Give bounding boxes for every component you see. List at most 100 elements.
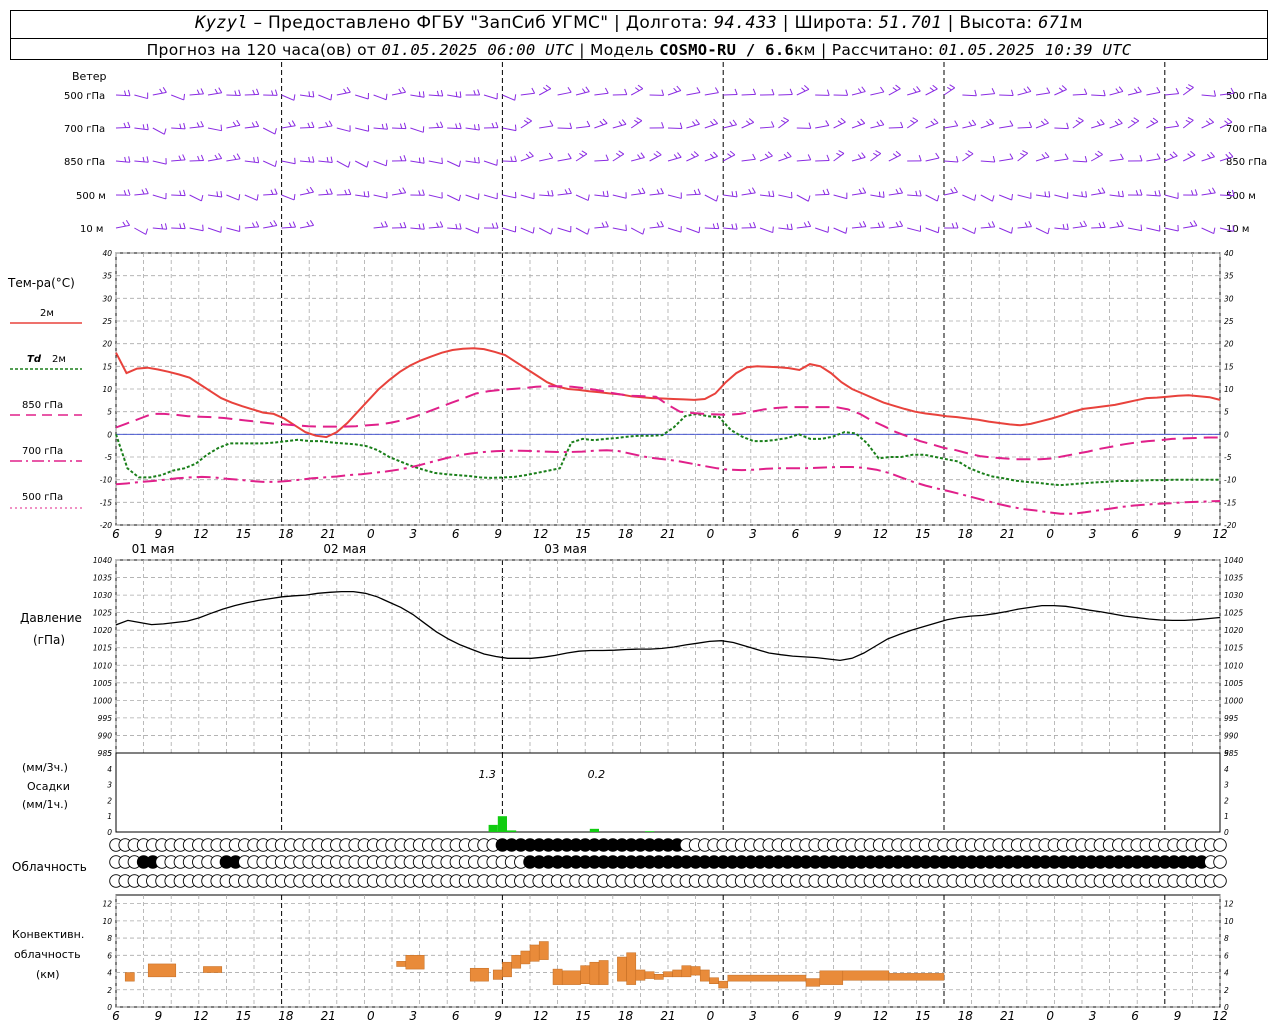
wind-barb-flag — [660, 187, 664, 194]
conv-cloud-bar — [203, 966, 223, 973]
prec-frame — [115, 752, 1221, 833]
wind-barb-flag — [892, 153, 898, 158]
wind-barb-shaft — [667, 194, 682, 199]
wind-barb-flag — [403, 154, 407, 161]
wind-barb-flag — [145, 228, 149, 235]
wind-barb-shaft — [1127, 227, 1142, 232]
wind-barb-flag — [1040, 120, 1046, 125]
wind-barb-shaft — [520, 194, 535, 200]
temp-xtick: 9 — [155, 527, 163, 541]
wind-barb-flag — [311, 121, 315, 128]
wind-barb-shaft — [263, 193, 278, 196]
wind-barb-flag — [1140, 224, 1143, 231]
wind-barb-flag — [1084, 155, 1088, 162]
wind-barb-shaft — [1219, 121, 1233, 129]
wind-barb-flag — [971, 119, 977, 126]
conv-cloud-bar — [644, 971, 655, 979]
wind-barb-flag — [933, 118, 939, 124]
wind-barb-flag — [477, 89, 481, 96]
calc-time: 01.05.2025 10:39 UTC — [938, 41, 1132, 59]
wind-barb-flag — [1075, 119, 1081, 124]
temp-title: Тем-ра(°C) — [7, 276, 75, 290]
wind-barb-flag — [418, 223, 421, 229]
temp-ytick-left: -20 — [100, 521, 112, 530]
wind-barb-shaft — [906, 120, 919, 129]
wind-barb-flag — [179, 223, 182, 229]
wind-barb-flag — [418, 157, 421, 163]
wind-barb-flag — [458, 160, 461, 167]
wind-barb-flag — [293, 94, 296, 101]
wind-barb-shaft — [594, 122, 608, 129]
wind-barb-shaft — [833, 227, 847, 234]
cloud-cover-symbol — [1213, 874, 1227, 888]
wind-barb-flag — [1066, 223, 1069, 230]
wind-barb-flag — [253, 157, 255, 163]
conv-xtick: 9 — [1174, 1009, 1182, 1023]
wind-barb-shaft — [428, 126, 443, 129]
wind-barb-flag — [780, 119, 786, 124]
conv-xtick: 9 — [494, 1009, 502, 1023]
temp-xtick: 6 — [112, 527, 120, 541]
wind-barb-flag — [326, 157, 329, 163]
wind-barb-shaft — [1054, 127, 1069, 130]
wind-level-700hpa-r: 700 гПа — [1226, 124, 1267, 135]
wind-barb-flag — [661, 122, 665, 129]
wind-barb-flag — [441, 157, 443, 164]
wind-barb-shaft — [980, 123, 994, 129]
precip-bar — [497, 816, 507, 832]
wind-label: Ветер — [72, 70, 106, 83]
wind-barb-shaft — [465, 227, 479, 234]
conv-ytick-left: 4 — [107, 969, 112, 978]
wind-barb-flag — [306, 188, 310, 194]
wind-barb-flag — [807, 220, 812, 227]
wind-barb-flag — [946, 86, 952, 91]
wind-barb-shaft — [686, 227, 700, 234]
wind-barb-flag — [418, 91, 421, 97]
wind-barb-shaft — [171, 127, 186, 130]
wind-barb-flag — [218, 153, 223, 159]
altitude: 671 — [1038, 13, 1070, 33]
wind-barb-shaft — [1164, 155, 1178, 162]
wind-barb-flag — [196, 89, 200, 95]
wind-barb-shaft — [539, 157, 553, 162]
temp-ytick-left: -5 — [105, 453, 113, 462]
wind-barb-flag — [1085, 191, 1088, 198]
wind-barb-shaft — [870, 91, 884, 96]
wind-barb-flag — [807, 154, 812, 161]
wind-barb-flag — [399, 155, 403, 162]
wind-barb-flag — [771, 121, 775, 128]
wind-barb-flag — [1114, 120, 1119, 126]
wind-barb-flag — [220, 191, 223, 198]
wind-barb-shaft — [907, 90, 921, 96]
conv-cloud-bar — [589, 961, 600, 985]
wind-barb-shaft — [410, 227, 425, 230]
wind-barb-shaft — [465, 127, 480, 131]
wind-barb-flag — [858, 188, 863, 194]
wind-barb-shaft — [1054, 89, 1067, 96]
temp-xtick: 3 — [749, 527, 757, 541]
cloud-cover-symbol — [1213, 855, 1227, 869]
temp-xtick: 18 — [278, 527, 294, 541]
wind-barb-flag — [439, 121, 444, 128]
legend-700-label: 700 гПа — [22, 446, 63, 457]
wind-barb-shaft — [575, 227, 588, 235]
wind-barb-shaft — [686, 155, 699, 162]
wind-barb-shaft — [594, 159, 609, 162]
wind-barb-shaft — [1090, 154, 1103, 162]
wind-barb-flag — [124, 156, 127, 163]
wind-barb-shaft — [373, 127, 388, 130]
wind-level-10m: 10 м — [80, 224, 103, 235]
wind-barb-shaft — [557, 192, 572, 196]
pres-ytick-left: 1005 — [93, 679, 112, 688]
wind-barb-shaft — [851, 156, 866, 162]
conv-title-1: Конвективн. — [12, 928, 84, 941]
wind-barb-shaft — [134, 227, 147, 235]
pres-ytick-right: 1020 — [1224, 626, 1243, 635]
wind-barb-flag — [1210, 151, 1215, 158]
wind-barb-flag — [491, 122, 495, 128]
conv-xtick: 21 — [321, 1009, 336, 1023]
wind-barb-flag — [748, 118, 755, 123]
wind-barb-flag — [880, 86, 885, 93]
precip-bar — [645, 831, 655, 832]
wind-barb-shaft — [1109, 225, 1124, 229]
